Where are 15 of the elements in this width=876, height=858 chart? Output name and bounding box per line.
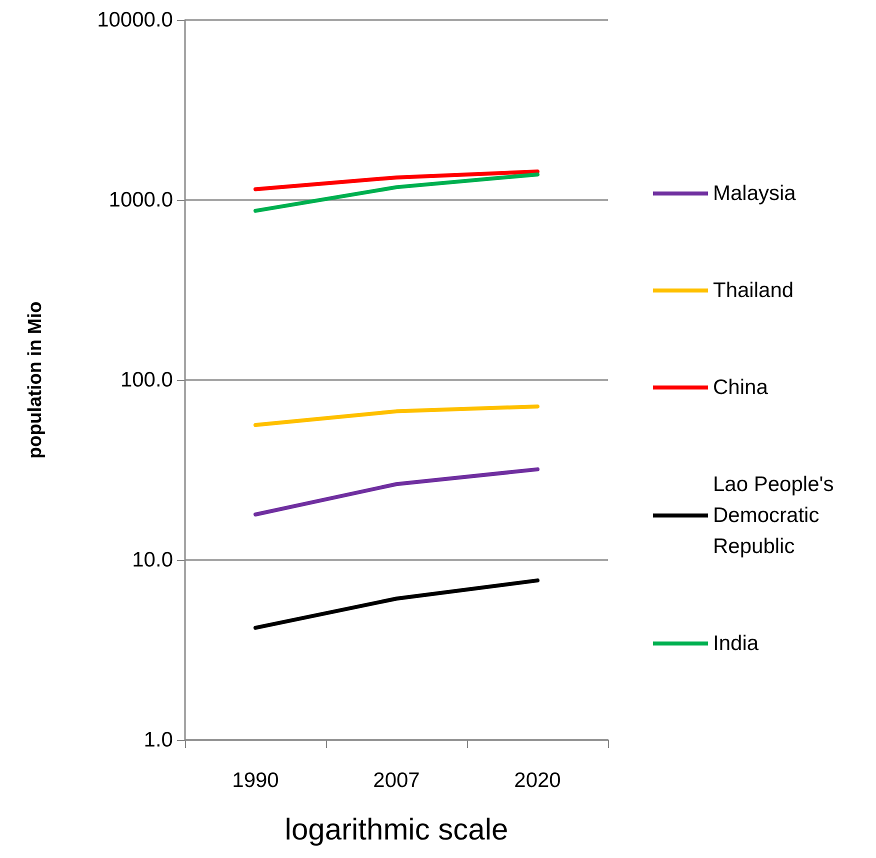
x-tick-label: 2007 <box>373 769 420 792</box>
y-tick-label: 10.0 <box>132 548 173 572</box>
x-axis-title: logarithmic scale <box>284 814 508 846</box>
y-tick-label: 1.0 <box>144 728 173 752</box>
y-tick-label: 1000.0 <box>108 188 173 212</box>
legend-label: Malaysia <box>713 182 796 205</box>
y-tick-label: 10000.0 <box>97 8 173 32</box>
legend-label: Lao People's Democratic Republic <box>713 473 840 558</box>
y-axis-title: population in Mio <box>25 301 46 459</box>
y-tick-label: 100.0 <box>120 368 173 392</box>
x-tick-label: 1990 <box>232 769 279 792</box>
legend-label: Thailand <box>713 279 794 302</box>
legend-label: China <box>713 376 768 399</box>
legend-label: India <box>713 632 759 655</box>
x-tick-label: 2020 <box>514 769 561 792</box>
